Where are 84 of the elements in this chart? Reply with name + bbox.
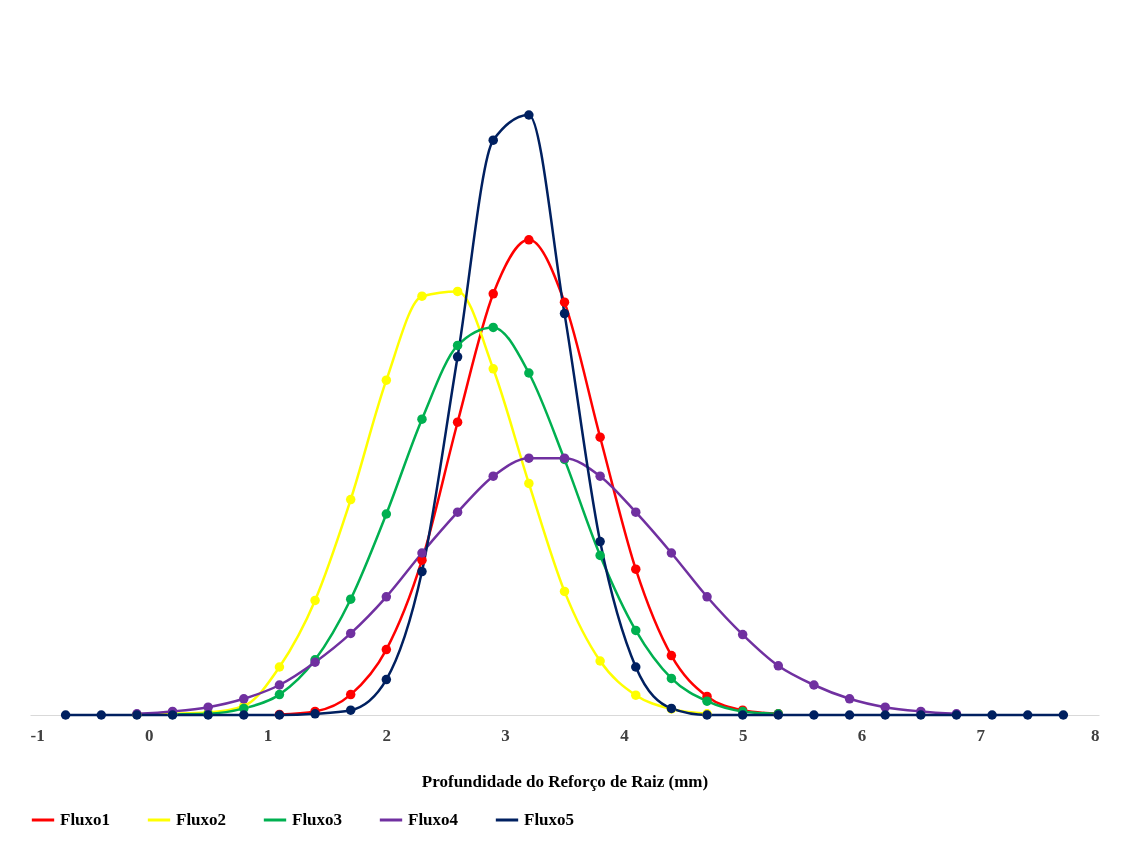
point: [702, 696, 712, 706]
point: [987, 710, 997, 720]
x-tick-label: 7: [976, 725, 986, 745]
x-tick-label: 1: [263, 725, 273, 745]
point: [345, 628, 356, 639]
point: [381, 509, 392, 519]
point: [559, 586, 570, 597]
point: [488, 289, 498, 299]
point: [381, 592, 392, 602]
point: [595, 471, 605, 481]
point: [666, 650, 677, 661]
point: [274, 689, 285, 700]
point: [880, 710, 890, 720]
point: [595, 536, 605, 547]
point: [345, 689, 356, 700]
point: [702, 592, 712, 602]
point: [559, 308, 570, 319]
point: [381, 674, 392, 685]
point: [524, 453, 534, 463]
x-tick-label: 3: [501, 725, 510, 745]
point: [595, 550, 605, 561]
legend-label: Fluxo1: [60, 810, 111, 829]
point: [452, 352, 463, 362]
point: [60, 710, 71, 720]
point: [631, 564, 641, 574]
point: [452, 340, 463, 351]
point: [844, 694, 855, 704]
point: [345, 594, 356, 604]
x-tick-label: 0: [145, 725, 154, 745]
point: [345, 705, 356, 715]
point: [452, 417, 463, 427]
point: [488, 135, 498, 145]
point: [417, 566, 427, 577]
point: [381, 644, 392, 655]
legend-label: Fluxo3: [292, 810, 343, 829]
point: [417, 414, 427, 424]
point: [631, 662, 641, 672]
x-tick-label: 6: [857, 725, 867, 745]
point: [595, 432, 605, 442]
point: [310, 595, 320, 606]
point: [274, 680, 285, 690]
point: [239, 710, 249, 720]
legend-label: Fluxo2: [176, 810, 227, 829]
point: [631, 507, 641, 517]
point: [345, 494, 356, 505]
legend-label: Fluxo4: [408, 810, 459, 829]
point: [809, 710, 819, 720]
x-axis-title: Profundidade do Reforço de Raiz (mm): [421, 771, 709, 791]
point: [773, 661, 784, 671]
point: [274, 662, 285, 672]
point: [524, 235, 534, 245]
point: [524, 110, 534, 120]
point: [417, 548, 427, 558]
point: [1022, 710, 1033, 720]
point: [844, 710, 855, 720]
point: [559, 297, 570, 307]
point: [488, 322, 498, 333]
legend-label: Fluxo5: [524, 810, 575, 829]
point: [524, 478, 534, 489]
point: [916, 710, 926, 720]
x-tick-label: 2: [382, 725, 392, 745]
point: [631, 690, 641, 700]
point: [809, 680, 819, 690]
point: [381, 375, 392, 385]
point: [452, 507, 463, 517]
point: [737, 629, 748, 640]
point: [1058, 710, 1069, 720]
x-tick-label: 5: [738, 725, 748, 745]
point: [239, 694, 249, 704]
point: [631, 625, 641, 636]
point: [666, 548, 677, 558]
point: [96, 710, 107, 720]
x-tick-label: 4: [620, 725, 630, 745]
point: [203, 702, 213, 712]
point: [417, 291, 427, 301]
x-tick-label: 8: [1091, 725, 1100, 745]
point: [595, 656, 605, 666]
x-tick-label: -1: [30, 725, 45, 745]
point: [452, 286, 463, 297]
point: [488, 471, 498, 481]
point: [666, 673, 677, 684]
point: [524, 368, 534, 378]
point: [488, 364, 498, 374]
point: [737, 710, 748, 720]
